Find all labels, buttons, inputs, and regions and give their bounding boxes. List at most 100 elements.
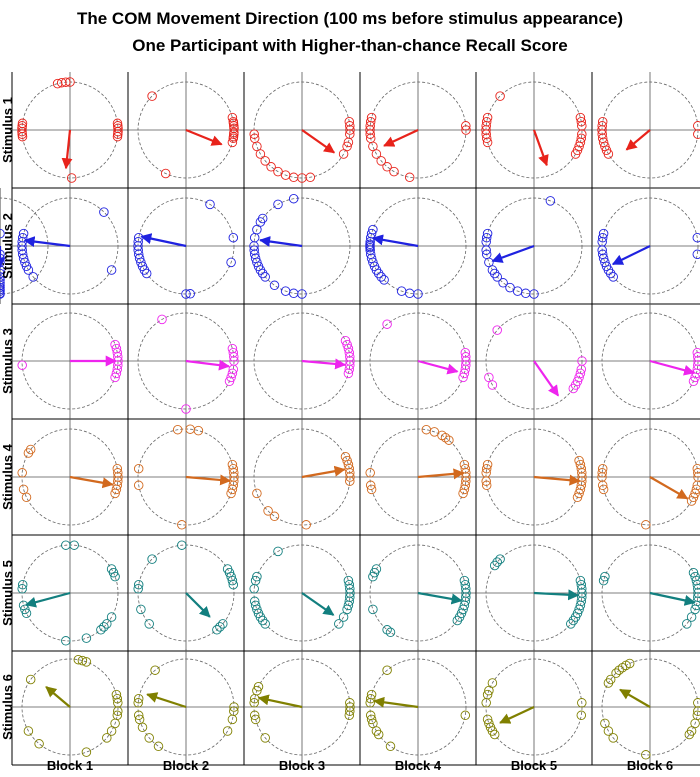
data-point xyxy=(600,571,610,582)
panel-stimulus-2-block-6 xyxy=(591,188,700,305)
data-point xyxy=(228,232,239,243)
data-point xyxy=(608,733,618,743)
data-point xyxy=(18,228,29,239)
data-point xyxy=(260,733,270,743)
data-point xyxy=(250,714,261,725)
data-point xyxy=(342,141,352,152)
data-point xyxy=(344,579,355,590)
data-point xyxy=(340,451,351,462)
data-point xyxy=(150,665,160,675)
data-point xyxy=(229,706,239,716)
data-point xyxy=(269,511,280,522)
mean-direction-arrow xyxy=(499,706,535,724)
data-point xyxy=(373,268,384,279)
panel-stimulus-4-block-4 xyxy=(359,419,476,536)
data-point xyxy=(111,368,122,379)
data-point xyxy=(382,665,392,675)
data-point xyxy=(141,268,152,279)
data-point xyxy=(692,710,700,721)
panel-stimulus-2-block-4 xyxy=(359,188,476,305)
mean-direction-arrow xyxy=(61,129,73,170)
data-point xyxy=(692,249,700,260)
mean-direction-arrow xyxy=(417,468,465,480)
data-point xyxy=(66,173,77,183)
data-point xyxy=(0,265,5,275)
panel-stimulus-6-block-1 xyxy=(11,649,128,766)
data-point xyxy=(229,123,239,134)
data-point xyxy=(693,121,700,131)
data-point xyxy=(111,689,122,700)
data-point xyxy=(385,627,396,638)
data-point xyxy=(505,282,515,293)
data-point xyxy=(227,368,238,379)
data-point xyxy=(382,162,392,172)
data-point xyxy=(487,380,498,390)
data-point xyxy=(273,166,283,177)
data-point xyxy=(99,622,109,632)
data-point xyxy=(482,112,493,123)
data-point xyxy=(365,468,375,478)
data-point xyxy=(461,352,471,362)
data-point xyxy=(81,657,92,667)
mean-direction-arrow xyxy=(185,474,232,486)
data-point xyxy=(0,268,5,279)
data-point xyxy=(489,560,500,571)
panel-stimulus-1-block-6 xyxy=(591,72,700,189)
data-point xyxy=(181,289,191,299)
data-point xyxy=(227,484,238,495)
data-point xyxy=(205,199,215,210)
data-point xyxy=(228,463,239,474)
data-point xyxy=(600,718,610,729)
mean-direction-arrow xyxy=(185,359,230,371)
panel-stimulus-1-block-4 xyxy=(359,72,476,189)
data-point xyxy=(421,424,432,435)
data-point xyxy=(614,665,624,675)
data-point xyxy=(110,372,120,383)
data-point xyxy=(17,579,28,590)
data-point xyxy=(492,325,502,335)
data-point xyxy=(25,674,36,685)
data-point xyxy=(371,149,382,159)
data-point xyxy=(365,116,376,127)
data-point xyxy=(260,272,270,282)
panel-stimulus-3-block-3 xyxy=(243,303,360,420)
data-point xyxy=(228,347,239,358)
data-point xyxy=(255,149,266,159)
data-point xyxy=(413,289,423,299)
data-point xyxy=(682,619,692,629)
data-point xyxy=(429,427,440,437)
data-point xyxy=(459,368,470,379)
data-point xyxy=(344,116,355,127)
data-point xyxy=(481,116,492,127)
panel-stimulus-2-block-3 xyxy=(243,188,360,305)
data-point xyxy=(17,131,28,142)
data-point xyxy=(345,121,355,131)
panel-stimulus-3-block-1 xyxy=(11,303,128,420)
data-point xyxy=(147,554,157,564)
data-point xyxy=(566,619,576,629)
panel-stimulus-3-block-5 xyxy=(475,303,592,420)
mean-direction-arrow xyxy=(259,236,303,248)
panel-stimulus-1-block-2 xyxy=(127,72,244,189)
panel-stimulus-5-block-5 xyxy=(475,535,592,652)
data-point xyxy=(389,166,399,177)
mean-direction-arrow xyxy=(649,476,689,500)
data-point xyxy=(257,268,268,279)
data-point xyxy=(137,722,148,733)
panel-stimulus-2-block-2 xyxy=(127,188,244,305)
data-point xyxy=(0,278,5,288)
data-point xyxy=(255,217,266,227)
data-point xyxy=(229,702,239,712)
data-point xyxy=(345,702,355,712)
mean-direction-arrow xyxy=(417,591,463,605)
data-point xyxy=(693,129,700,139)
data-point xyxy=(177,520,187,530)
column-label-block-6: Block 6 xyxy=(627,758,673,773)
data-point xyxy=(172,424,183,435)
data-point xyxy=(77,655,88,666)
mean-direction-arrow xyxy=(301,465,346,479)
data-point xyxy=(288,288,299,299)
data-point xyxy=(345,472,355,482)
data-point xyxy=(458,372,468,383)
